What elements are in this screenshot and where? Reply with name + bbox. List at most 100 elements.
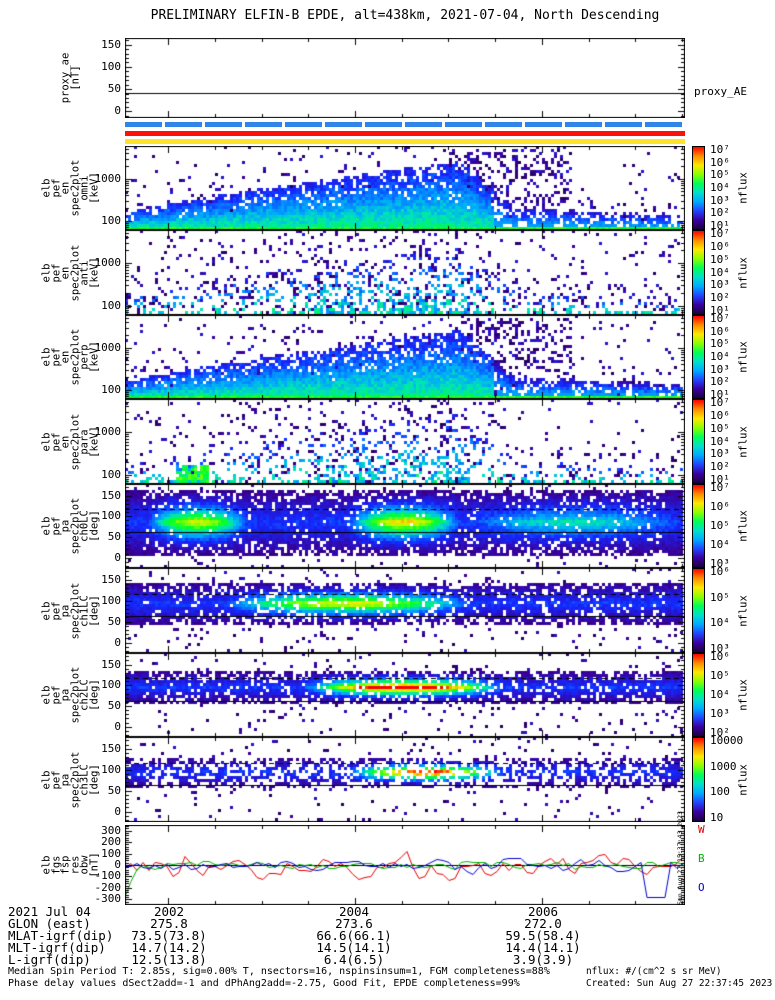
pa-ch2lc-colorbar-tick-1: 10⁵	[710, 669, 730, 682]
pa-ch3lc-colorbar	[692, 737, 705, 822]
en-omni-colorbar-tick-0: 10⁷	[710, 143, 730, 156]
fgs-res-ytick-300: 300	[101, 823, 121, 837]
en-omni-ytick-1000: 1000	[94, 171, 122, 185]
fgs-res-ytick-200: 200	[101, 835, 121, 849]
en-anti-colorbar-tick-2: 10⁵	[710, 252, 730, 266]
pa-ch3lc-plot-canvas	[125, 737, 685, 822]
annotation-value-3-2: 14.4(14.1)	[505, 940, 581, 955]
pa-ch3lc-ylabel-text: elb pef pa spec2plot ch3LC [deg]	[40, 751, 101, 808]
annotation-row-label-0: 2021 Jul 04	[8, 904, 91, 919]
panel-en-para	[125, 399, 685, 484]
pa-ch0lc-ylabel-text: elb pef pa spec2plot ch0LC [deg]	[40, 497, 101, 555]
pa-ch0lc-ytick-100: 100	[101, 509, 121, 523]
en-perp-colorbar-tick-1: 10⁶	[710, 324, 730, 338]
footer-phase-delay-line: Phase delay values dSect2add=-1 and dPhA…	[8, 978, 520, 989]
en-para-ylabel-text: elb pef en spec2plot para [keV]	[40, 413, 101, 470]
pa-ch2lc-colorbar-unit-text: nflux	[737, 679, 750, 711]
annotation-value-1-1: 273.6	[335, 916, 373, 931]
en-para-colorbar-unit: nflux	[736, 399, 752, 484]
pa-ch3lc-colorbar-unit-text: nflux	[737, 763, 750, 796]
en-para-colorbar-unit-text: nflux	[737, 425, 750, 458]
created-timestamp-vertical: Sun Aug 27 15:37:43 2023	[676, 811, 684, 905]
pa-ch1lc-colorbar-unit: nflux	[736, 568, 752, 653]
pa-ch1lc-colorbar-tick-1: 10⁵	[710, 590, 730, 604]
en-anti-colorbar	[692, 230, 705, 315]
annotation-value-0-2: 2006	[527, 904, 559, 919]
fgs-res-plot-canvas	[125, 825, 685, 905]
pa-ch2lc-ytick-0: 0	[114, 719, 121, 733]
en-para-ytick-100: 100	[101, 467, 121, 481]
footer-created-timestamp: Created: Sun Aug 27 22:37:45 2023	[586, 978, 773, 989]
en-omni-colorbar	[692, 146, 705, 230]
annotation-value-3-0: 14.7(14.2)	[131, 940, 207, 955]
en-para-colorbar-tick-5: 10²	[710, 460, 730, 474]
pa-ch3lc-ytick-0: 0	[114, 804, 121, 818]
proxy-ae-plot-canvas	[125, 38, 685, 118]
en-para-ytick-1000: 1000	[94, 425, 122, 439]
pa-ch1lc-ytick-0: 0	[114, 635, 121, 649]
en-omni-colorbar-tick-1: 10⁶	[710, 155, 730, 169]
pa-ch1lc-ytick-50: 50	[107, 614, 121, 628]
en-omni-colorbar-tick-5: 10²	[710, 206, 730, 220]
pa-ch3lc-colorbar-tick-0: 10000	[710, 734, 744, 747]
en-omni-colorbar-tick-6: 10¹	[710, 219, 730, 232]
pa-ch3lc-colorbar-tick-2: 100	[710, 785, 730, 799]
en-perp-colorbar	[692, 315, 705, 399]
en-para-colorbar-tick-3: 10⁴	[710, 434, 730, 448]
pa-ch2lc-colorbar-tick-4: 10²	[710, 726, 730, 739]
pa-ch3lc-colorbar-tick-1: 1000	[710, 759, 737, 773]
en-anti-ytick-1000: 1000	[94, 256, 122, 270]
annotation-row-label-1: GLON (east)	[8, 916, 91, 931]
annotation-value-2-1: 66.6(66.1)	[316, 928, 392, 943]
annotation-value-4-0: 12.5(13.8)	[131, 952, 207, 967]
pa-ch3lc-colorbar-tick-3: 10	[710, 811, 724, 824]
panel-en-perp	[125, 315, 685, 399]
pa-ch0lc-colorbar-tick-4: 10³	[710, 557, 730, 570]
fgs-res-ytick--100: -100	[94, 869, 122, 883]
panel-fgs-res	[125, 825, 685, 905]
pa-ch1lc-colorbar-unit-text: nflux	[737, 594, 750, 627]
en-anti-colorbar-tick-3: 10⁴	[710, 265, 730, 279]
proxy-ae-right-label: proxy_AE	[694, 85, 747, 98]
fgs-res-ytick--200: -200	[94, 880, 122, 894]
pa-ch2lc-colorbar-tick-0: 10⁶	[710, 650, 730, 663]
en-perp-colorbar-tick-3: 10⁴	[710, 350, 730, 363]
annotation-row-label-4: L-igrf(dip)	[8, 952, 91, 967]
proxy-ae-ytick-150: 150	[101, 37, 121, 51]
pa-ch3lc-ytick-50: 50	[107, 783, 121, 797]
panel-proxy-ae	[125, 38, 685, 118]
pa-ch1lc-ylabel-text: elb pef pa spec2plot ch1LC [deg]	[40, 582, 101, 639]
pa-ch2lc-colorbar-tick-3: 10³	[710, 707, 730, 720]
pa-ch0lc-colorbar-unit-text: nflux	[737, 510, 750, 542]
footer-spin-period-line: Median Spin Period T: 2.85s, sig=0.00% T…	[8, 966, 550, 977]
pa-ch2lc-plot-canvas	[125, 653, 685, 737]
pa-ch1lc-colorbar-tick-3: 10³	[710, 642, 730, 655]
status-bar-yellow	[125, 139, 685, 144]
pa-ch1lc-plot-canvas	[125, 568, 685, 653]
en-para-colorbar-tick-1: 10⁶	[710, 408, 730, 422]
proxy-ae-ytick-100: 100	[101, 59, 121, 73]
plot-title: PRELIMINARY ELFIN-B EPDE, alt=438km, 202…	[150, 8, 660, 23]
fgs-res-ytick-100: 100	[101, 846, 121, 860]
annotation-value-1-2: 272.0	[524, 916, 562, 931]
en-perp-plot-canvas	[125, 315, 685, 399]
pa-ch1lc-ytick-150: 150	[101, 572, 121, 586]
pa-ch2lc-ylabel-text: elb pef pa spec2plot ch2LC [deg]	[40, 666, 101, 724]
series-label-W: W	[698, 823, 705, 836]
pa-ch0lc-plot-canvas	[125, 484, 685, 568]
proxy-ae-ytick-50: 50	[107, 82, 121, 96]
en-perp-colorbar-tick-6: 10¹	[710, 388, 730, 401]
en-omni-colorbar-unit-text: nflux	[737, 172, 750, 204]
pa-ch1lc-ytick-100: 100	[101, 593, 121, 607]
pa-ch0lc-colorbar	[692, 484, 705, 568]
en-anti-colorbar-tick-6: 10¹	[710, 304, 730, 317]
en-para-colorbar-tick-6: 10¹	[710, 473, 730, 486]
en-anti-ytick-100: 100	[101, 298, 121, 312]
pa-ch0lc-ytick-50: 50	[107, 529, 121, 543]
panel-en-omni	[125, 146, 685, 230]
en-omni-colorbar-tick-3: 10⁴	[710, 181, 730, 194]
status-bar-red	[125, 131, 685, 136]
pa-ch2lc-ytick-50: 50	[107, 698, 121, 712]
series-label-B: B	[698, 852, 705, 865]
